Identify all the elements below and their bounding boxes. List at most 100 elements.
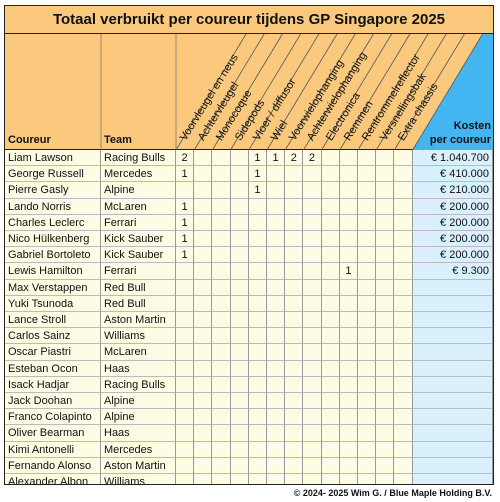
team-name: Racing Bulls bbox=[101, 376, 176, 393]
header-diagonal-line bbox=[339, 34, 411, 150]
part-count-cell bbox=[230, 457, 249, 474]
header-diagonal-line bbox=[412, 34, 483, 150]
part-count-cell bbox=[339, 198, 358, 215]
part-count-cell bbox=[394, 247, 413, 264]
team-name: Mercedes bbox=[101, 441, 176, 458]
part-count-cell bbox=[394, 295, 413, 312]
part-count-cell bbox=[176, 425, 195, 442]
team-name: Williams bbox=[101, 328, 176, 345]
part-count-cell bbox=[321, 360, 340, 377]
part-count-cell bbox=[230, 279, 249, 296]
part-count-cell: 1 bbox=[176, 198, 195, 215]
part-count-cell bbox=[321, 441, 340, 458]
part-count-cell bbox=[285, 457, 304, 474]
part-count-cell bbox=[176, 474, 195, 484]
part-count-cell bbox=[303, 328, 322, 345]
part-count-cell bbox=[376, 182, 395, 199]
part-count-cell bbox=[394, 409, 413, 426]
part-count-cell bbox=[285, 166, 304, 183]
part-count-cell bbox=[358, 344, 377, 361]
part-count-cell bbox=[321, 150, 340, 167]
part-count-cell bbox=[394, 312, 413, 329]
part-count-cell bbox=[285, 360, 304, 377]
part-count-cell bbox=[358, 425, 377, 442]
part-count-cell bbox=[321, 393, 340, 410]
header-diagonal-line bbox=[303, 34, 374, 150]
part-count-cell bbox=[230, 295, 249, 312]
table-row: Fernando Alonso Aston Martin bbox=[5, 457, 493, 474]
part-count-cell bbox=[212, 328, 231, 345]
part-count-cell bbox=[358, 328, 377, 345]
part-count-cell bbox=[194, 409, 213, 426]
driver-name: Oscar Piastri bbox=[5, 344, 101, 361]
part-count-cell bbox=[267, 409, 286, 426]
part-count-cell bbox=[212, 166, 231, 183]
part-count-cell bbox=[321, 182, 340, 199]
part-count-cell bbox=[376, 231, 395, 248]
part-count-cell bbox=[321, 231, 340, 248]
part-count-cell bbox=[358, 182, 377, 199]
part-count-cell bbox=[248, 214, 267, 231]
part-count-cell bbox=[285, 231, 304, 248]
part-count-cell bbox=[303, 231, 322, 248]
part-count-cell bbox=[194, 441, 213, 458]
part-count-cell bbox=[376, 295, 395, 312]
part-count-cell bbox=[376, 166, 395, 183]
cost-table: Totaal verbruikt per coureur tijdens GP … bbox=[4, 5, 494, 485]
part-count-cell bbox=[358, 393, 377, 410]
table-row: Isack Hadjar Racing Bulls bbox=[5, 376, 493, 393]
team-name: Ferrari bbox=[101, 214, 176, 231]
kosten-cell bbox=[412, 376, 493, 393]
part-count-cell bbox=[212, 231, 231, 248]
part-count-cell bbox=[394, 328, 413, 345]
part-count-cell bbox=[176, 344, 195, 361]
driver-name: Lance Stroll bbox=[5, 312, 101, 329]
part-count-cell bbox=[248, 328, 267, 345]
kosten-cell: € 200.000 bbox=[412, 247, 493, 264]
part-count-cell bbox=[285, 247, 304, 264]
part-count-cell bbox=[376, 328, 395, 345]
kosten-cell: € 9.300 bbox=[412, 263, 493, 280]
part-count-cell bbox=[248, 425, 267, 442]
part-count-cell bbox=[394, 344, 413, 361]
part-count-cell: 1 bbox=[339, 263, 358, 280]
part-count-cell bbox=[212, 182, 231, 199]
part-count-cell bbox=[267, 328, 286, 345]
kosten-cell: € 210.000 bbox=[412, 182, 493, 199]
part-count-cell bbox=[358, 376, 377, 393]
part-count-cell bbox=[376, 214, 395, 231]
header-diagonal-line bbox=[175, 34, 247, 150]
part-count-cell bbox=[394, 214, 413, 231]
part-count-cell bbox=[321, 198, 340, 215]
driver-name: Gabriel Bortoleto bbox=[5, 247, 101, 264]
team-name: Red Bull bbox=[101, 295, 176, 312]
part-count-cell bbox=[394, 376, 413, 393]
part-count-cell bbox=[394, 425, 413, 442]
part-count-cell bbox=[321, 263, 340, 280]
part-count-cell bbox=[321, 425, 340, 442]
part-count-cell bbox=[248, 457, 267, 474]
part-count-cell: 1 bbox=[176, 231, 195, 248]
header-diagonal-line bbox=[357, 34, 429, 150]
part-count-cell bbox=[394, 441, 413, 458]
header-diagonal-line bbox=[394, 34, 465, 150]
part-count-cell bbox=[212, 214, 231, 231]
table-row: Esteban Ocon Haas bbox=[5, 360, 493, 377]
part-count-cell bbox=[248, 441, 267, 458]
part-count-cell bbox=[285, 279, 304, 296]
part-count-cell bbox=[230, 166, 249, 183]
part-count-cell bbox=[394, 263, 413, 280]
kosten-cell bbox=[412, 312, 493, 329]
table-row: Kimi Antonelli Mercedes bbox=[5, 441, 493, 458]
part-count-cell bbox=[267, 214, 286, 231]
driver-name: Lewis Hamilton bbox=[5, 263, 101, 280]
team-name: McLaren bbox=[101, 344, 176, 361]
part-count-cell bbox=[303, 376, 322, 393]
part-count-cell bbox=[194, 279, 213, 296]
part-count-cell bbox=[267, 198, 286, 215]
part-count-cell bbox=[358, 360, 377, 377]
part-count-cell bbox=[358, 409, 377, 426]
part-count-cell bbox=[339, 312, 358, 329]
part-count-cell bbox=[339, 214, 358, 231]
part-count-cell bbox=[267, 457, 286, 474]
